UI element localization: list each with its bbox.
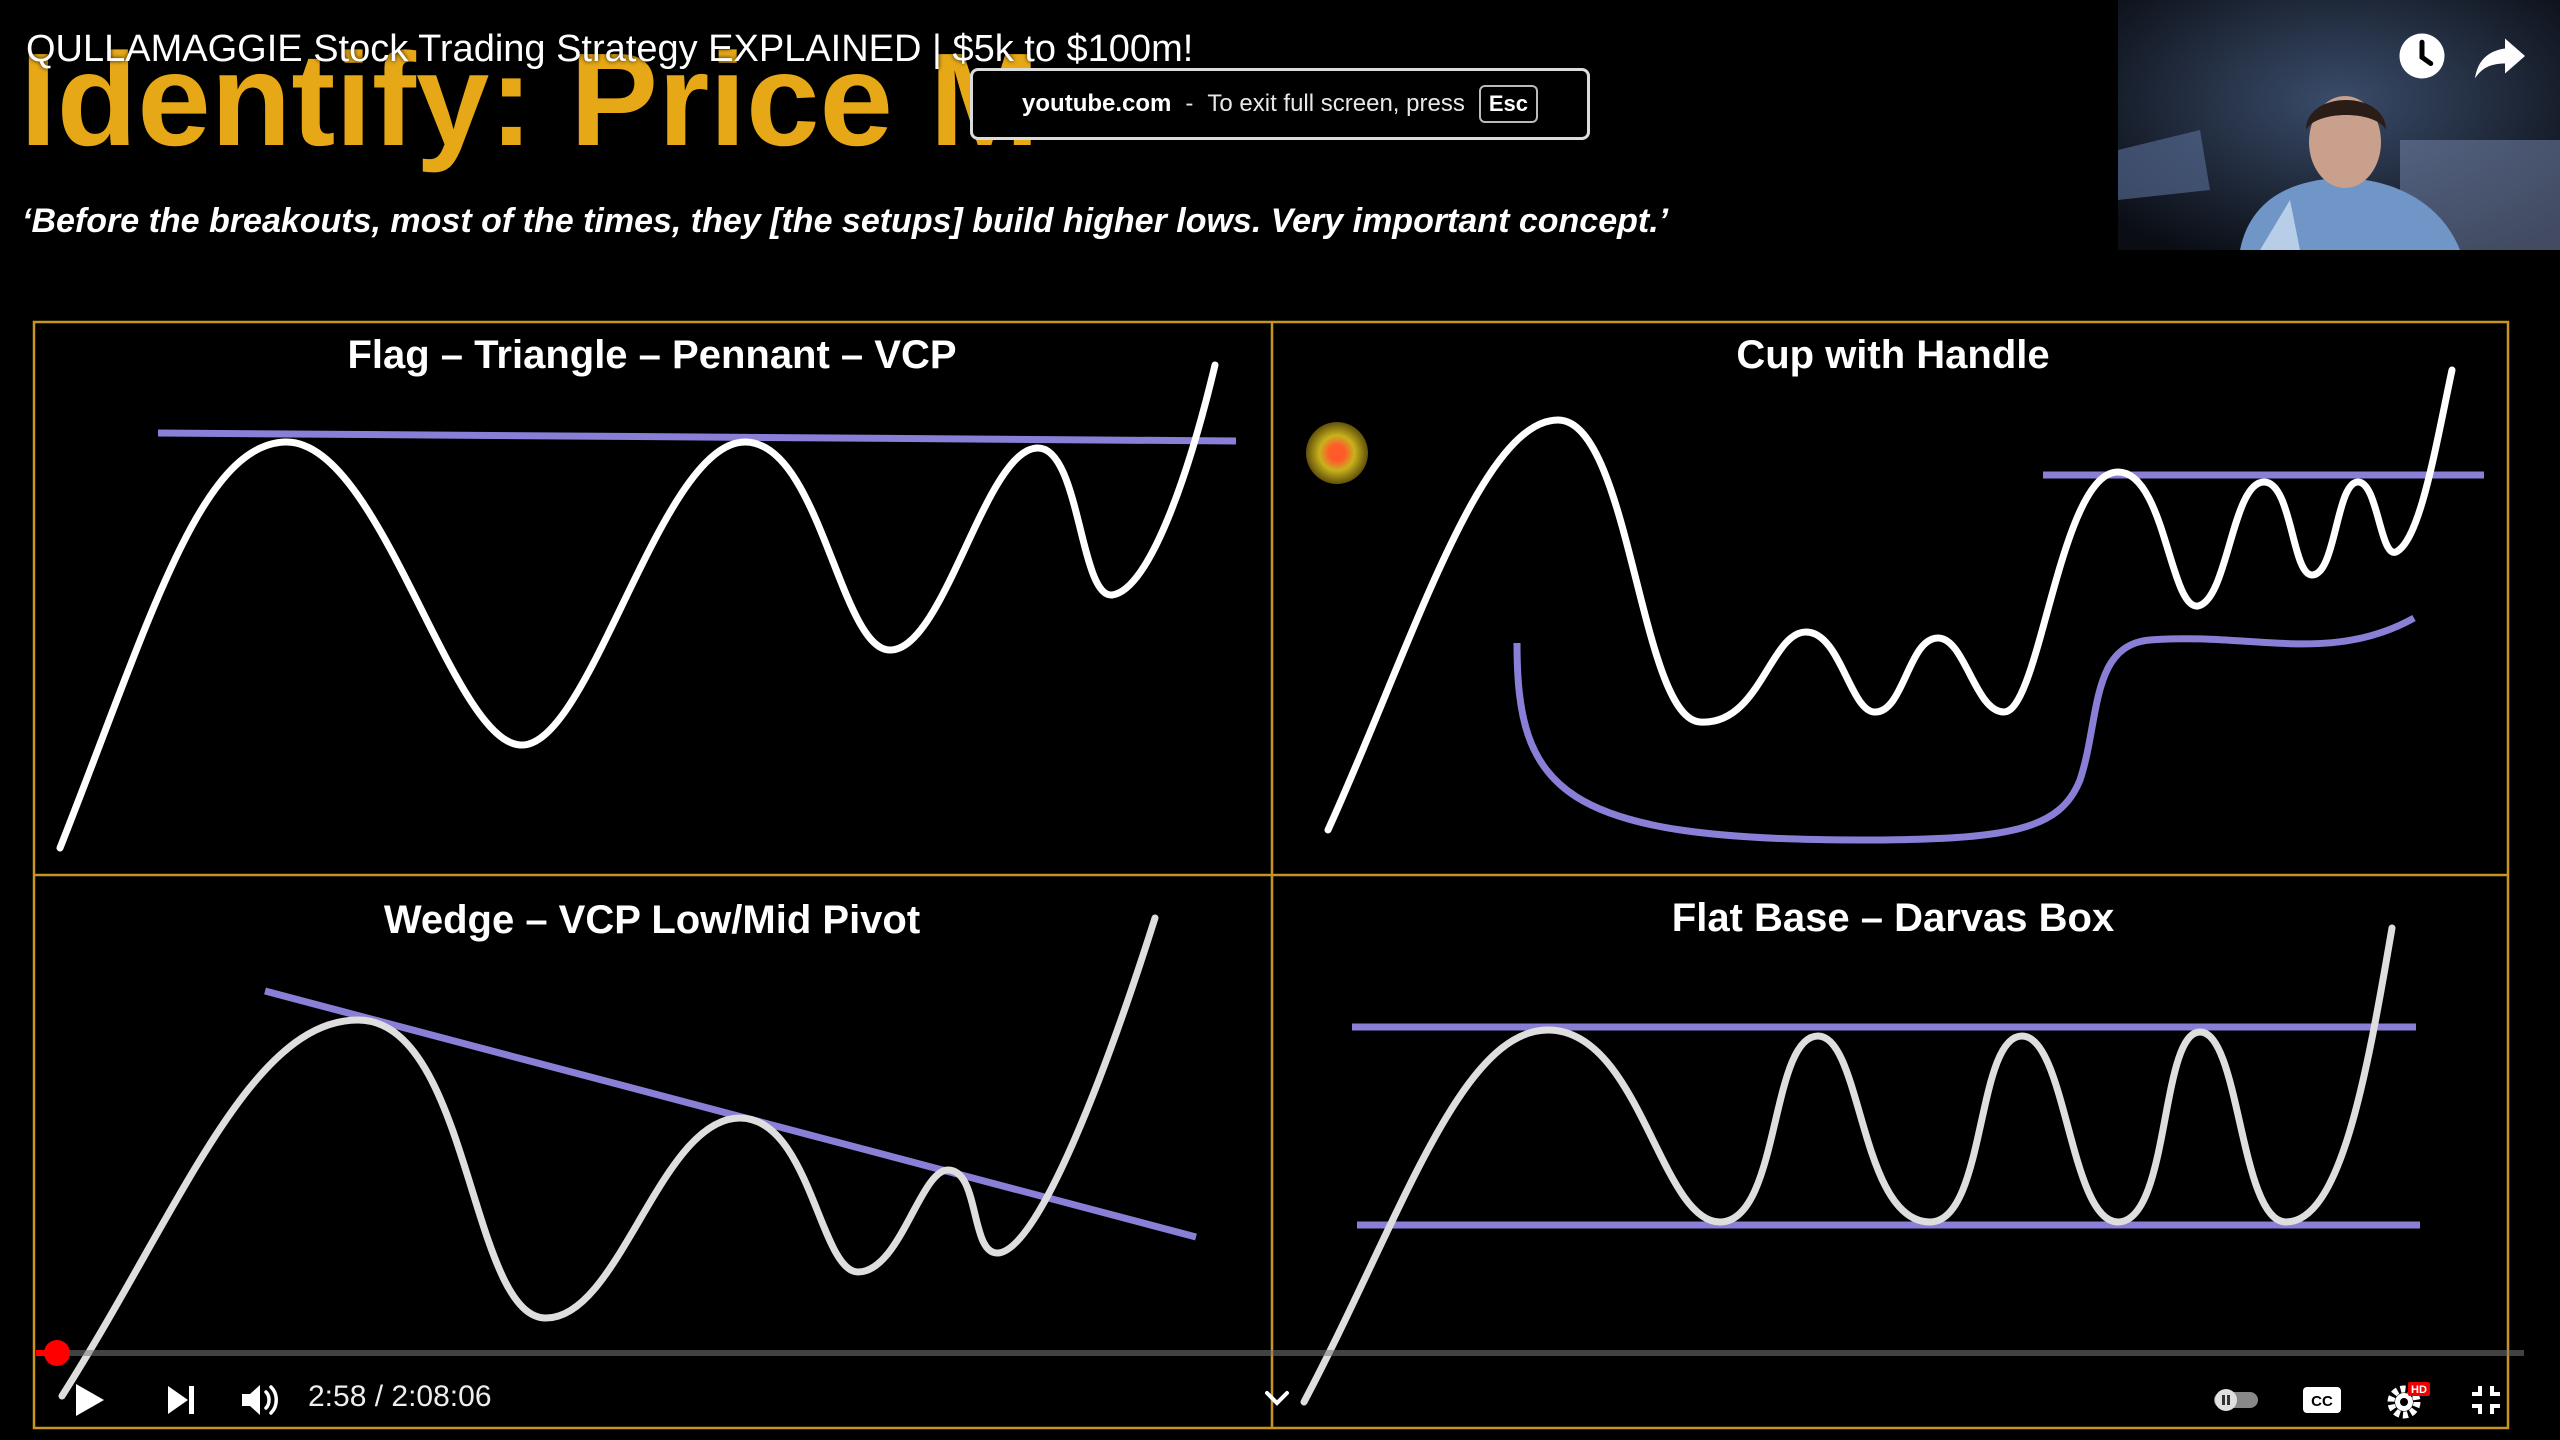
watch-later-button[interactable] bbox=[2392, 26, 2452, 86]
chapters-toggle-button[interactable] bbox=[1252, 1368, 1302, 1428]
next-button[interactable] bbox=[150, 1370, 210, 1430]
time-display: 2:58 / 2:08:06 bbox=[308, 1380, 492, 1414]
flat-base-pattern-diagram bbox=[1300, 924, 2420, 1406]
chevron-down-icon bbox=[1265, 1391, 1289, 1406]
exit-fullscreen-icon bbox=[2472, 1386, 2500, 1414]
cup-base-curve bbox=[1513, 614, 2416, 844]
panel-title-cup: Cup with Handle bbox=[1736, 333, 2049, 377]
time-current: 2:58 bbox=[308, 1380, 367, 1413]
captions-button[interactable]: CC bbox=[2292, 1370, 2352, 1430]
progress-bar[interactable] bbox=[36, 1340, 2524, 1366]
svg-text:CC: CC bbox=[2311, 1393, 2333, 1410]
panel-title-flat: Flat Base – Darvas Box bbox=[1672, 896, 2114, 940]
gear-icon: HD bbox=[2387, 1382, 2430, 1419]
time-total: 2:08:06 bbox=[391, 1380, 492, 1413]
flag-pattern-diagram bbox=[56, 361, 1237, 852]
wedge-pattern-diagram bbox=[58, 914, 1197, 1400]
toast-separator: - bbox=[1185, 90, 1194, 117]
cursor-highlight bbox=[1306, 422, 1368, 484]
autoplay-toggle[interactable] bbox=[2206, 1370, 2266, 1430]
volume-icon bbox=[242, 1385, 278, 1415]
autoplay-toggle-icon bbox=[2214, 1389, 2258, 1411]
wedge-resistance-line bbox=[264, 987, 1197, 1241]
cc-icon: CC bbox=[2303, 1387, 2341, 1413]
cup-pattern-diagram bbox=[1324, 366, 2484, 844]
toast-host: youtube.com bbox=[1022, 90, 1172, 117]
video-title: QULLAMAGGIE Stock Trading Strategy EXPLA… bbox=[26, 28, 1194, 70]
settings-button[interactable]: HD bbox=[2376, 1370, 2436, 1430]
share-arrow-icon bbox=[2475, 38, 2525, 79]
next-icon bbox=[168, 1386, 194, 1414]
play-button[interactable] bbox=[58, 1370, 118, 1430]
wedge-price-line bbox=[58, 914, 1159, 1400]
cup-price-line bbox=[1324, 366, 2456, 834]
time-separator: / bbox=[366, 1380, 392, 1413]
exit-fullscreen-button[interactable] bbox=[2456, 1370, 2516, 1430]
slide-heading: Identify: Price M bbox=[20, 26, 1040, 173]
flag-price-line bbox=[56, 361, 1219, 852]
settings-hd-badge: HD bbox=[2411, 1384, 2427, 1396]
play-icon bbox=[76, 1384, 104, 1416]
volume-button[interactable] bbox=[230, 1370, 290, 1430]
panel-grid bbox=[32, 320, 2510, 1430]
clock-icon bbox=[2399, 33, 2445, 79]
slide-quote: ‘Before the breakouts, most of the times… bbox=[22, 202, 1669, 240]
panel-title-wedge: Wedge – VCP Low/Mid Pivot bbox=[384, 898, 920, 942]
esc-key-label: Esc bbox=[1478, 85, 1538, 123]
webcam-overlay bbox=[2118, 0, 2560, 250]
share-button[interactable] bbox=[2470, 26, 2530, 86]
flat-base-price-line bbox=[1300, 924, 2396, 1406]
panel-title-flag: Flag – Triangle – Pennant – VCP bbox=[347, 333, 956, 377]
fullscreen-exit-toast: youtube.com - To exit full screen, press… bbox=[970, 68, 1590, 140]
progress-scrubber[interactable] bbox=[44, 1340, 71, 1366]
toast-message: To exit full screen, press bbox=[1207, 90, 1465, 117]
flag-resistance-line bbox=[157, 429, 1237, 445]
